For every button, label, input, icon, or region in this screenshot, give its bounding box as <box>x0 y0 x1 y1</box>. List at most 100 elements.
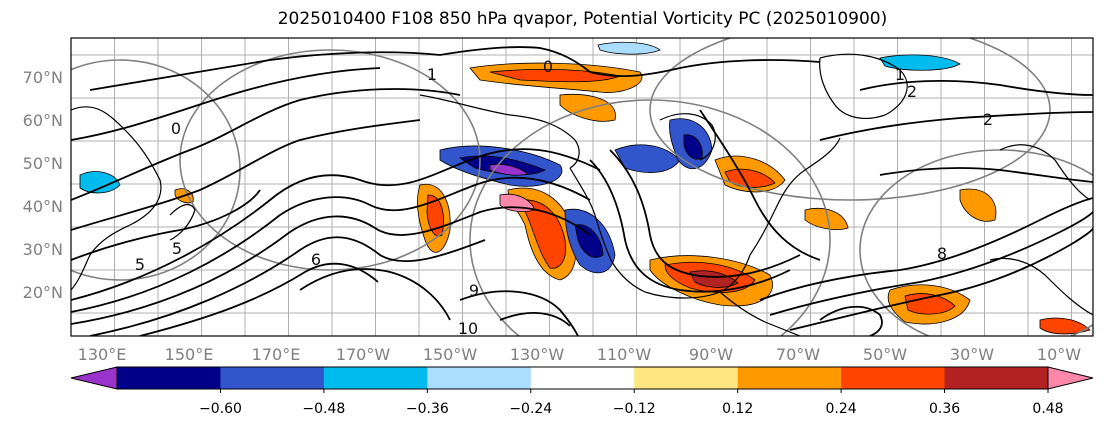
contour-label: 0 <box>543 57 553 76</box>
pv-contour-line <box>759 197 1093 301</box>
longitude-label: 150°E <box>165 345 214 364</box>
latitude-label: 70°N <box>23 68 63 87</box>
pv-contour-line <box>609 149 801 278</box>
pv-contour-line <box>71 148 601 301</box>
colorbar-segment <box>323 367 428 389</box>
shade-blue-siberia <box>79 171 121 194</box>
coastlines <box>71 53 1093 336</box>
shaded-anomalies <box>79 41 1091 335</box>
longitude-label: 170°E <box>252 345 301 364</box>
colorbar-frame <box>116 366 1049 390</box>
latitude-label: 20°N <box>23 283 63 302</box>
pv-contour-line <box>71 119 421 231</box>
pv-contour-line <box>439 46 591 73</box>
latitude-labels: 70°N 60°N 50°N 40°N 30°N 20°N <box>23 68 63 302</box>
coastline-hudson <box>659 113 716 161</box>
colorbar-tick-label: −0.24 <box>509 401 552 417</box>
pv-contour-line <box>89 236 486 336</box>
contour-label: 9 <box>469 281 479 300</box>
pv-contour-line <box>789 227 1093 331</box>
colorbar-segment <box>117 367 221 389</box>
colorbar-tick-label: −0.12 <box>613 401 656 417</box>
colorbar-segment <box>530 367 635 389</box>
pv-contours <box>71 46 1093 336</box>
contour-label: 0 <box>171 119 181 138</box>
latitude-label: 40°N <box>23 197 63 216</box>
shade-purple-core <box>489 163 529 176</box>
contour-label: 1 <box>427 65 437 84</box>
contour-label: 10 <box>458 319 478 338</box>
map-frame <box>70 37 1094 337</box>
colorbar-tick-label: 0.12 <box>722 401 753 417</box>
longitude-label: 110°W <box>597 345 652 364</box>
colorbar <box>70 366 1094 390</box>
pv-contour-line <box>769 211 1093 316</box>
grey-contour-ring <box>179 49 481 271</box>
coastline-africa <box>989 257 1093 316</box>
longitude-label: 150°W <box>423 345 478 364</box>
longitude-label: 70°W <box>776 345 820 364</box>
pv-contour-line <box>499 312 571 327</box>
pv-contour-line <box>299 268 451 321</box>
longitude-label: 10°W <box>1037 345 1081 364</box>
contour-label: 2 <box>907 82 917 101</box>
longitude-label: 90°W <box>689 345 733 364</box>
contour-label: 8 <box>937 244 947 263</box>
contour-label: 5 <box>172 239 182 258</box>
coastline-japan <box>169 203 196 241</box>
colorbar-segment <box>634 367 739 389</box>
contour-label: 2 <box>983 110 993 129</box>
colorbar-segment <box>427 367 532 389</box>
coastline-central-america <box>719 291 801 336</box>
pv-contour-line <box>819 305 883 336</box>
colorbar-segment <box>944 367 1049 389</box>
shade-orange-greenland-sea <box>804 208 849 230</box>
latitude-label: 50°N <box>23 154 63 173</box>
longitude-labels: 130°E 150°E 170°E 170°W 150°W 130°W 110°W 90°W 7… <box>78 345 1082 364</box>
shade-darkred-gulf-mexico <box>689 270 739 288</box>
longitude-label: 130°W <box>510 345 565 364</box>
shade-red-atlantic <box>904 293 956 315</box>
pv-contour-line <box>89 51 441 91</box>
latitude-label: 30°N <box>23 240 63 259</box>
coastline-west-na <box>569 167 646 293</box>
colorbar-under-arrow <box>70 366 118 390</box>
coastline-gulf <box>644 254 751 299</box>
pv-contour-line <box>699 109 821 261</box>
pv-contour-line <box>589 159 791 293</box>
colorbar-segment <box>220 367 325 389</box>
coastline-greenland <box>819 53 908 119</box>
colorbar-tick-label: −0.60 <box>199 401 242 417</box>
pv-contour-line <box>589 59 821 77</box>
shade-orange-baltic <box>1039 317 1091 335</box>
shade-orange-north-atlantic <box>959 188 997 222</box>
longitude-label: 170°W <box>336 345 391 364</box>
pv-contour-line <box>859 79 1093 96</box>
latitude-label: 60°N <box>23 111 63 130</box>
colorbar-tick-label: 0.36 <box>929 401 960 417</box>
colorbar-tick-labels: −0.60 −0.48 −0.36 −0.24 −0.12 0.12 0.24 0.36 0.4… <box>199 389 1064 417</box>
grey-contour-ring <box>649 38 1051 201</box>
colorbar-tick-label: −0.48 <box>302 401 345 417</box>
coastline-east-na <box>749 137 841 256</box>
grey-contour-ring <box>469 99 831 336</box>
pv-contour-line <box>139 262 379 336</box>
longitude-label: 50°W <box>863 345 907 364</box>
longitude-label: 130°E <box>78 345 127 364</box>
shade-red-east-pacific <box>519 199 567 269</box>
contour-label: 1 <box>895 65 905 84</box>
colorbar-over-arrow <box>1047 366 1094 390</box>
coastline-asia <box>71 106 162 291</box>
colorbar-tick-label: −0.36 <box>406 401 449 417</box>
shade-navy-hudson <box>683 134 703 160</box>
coastline-europe <box>999 144 1091 201</box>
pv-contour-line <box>71 206 591 325</box>
longitude-label: 30°W <box>950 345 994 364</box>
contour-label: 6 <box>311 250 321 269</box>
contour-label: 5 <box>135 255 145 274</box>
colorbar-segment <box>841 367 946 389</box>
colorbar-tick-label: 0.48 <box>1032 401 1063 417</box>
